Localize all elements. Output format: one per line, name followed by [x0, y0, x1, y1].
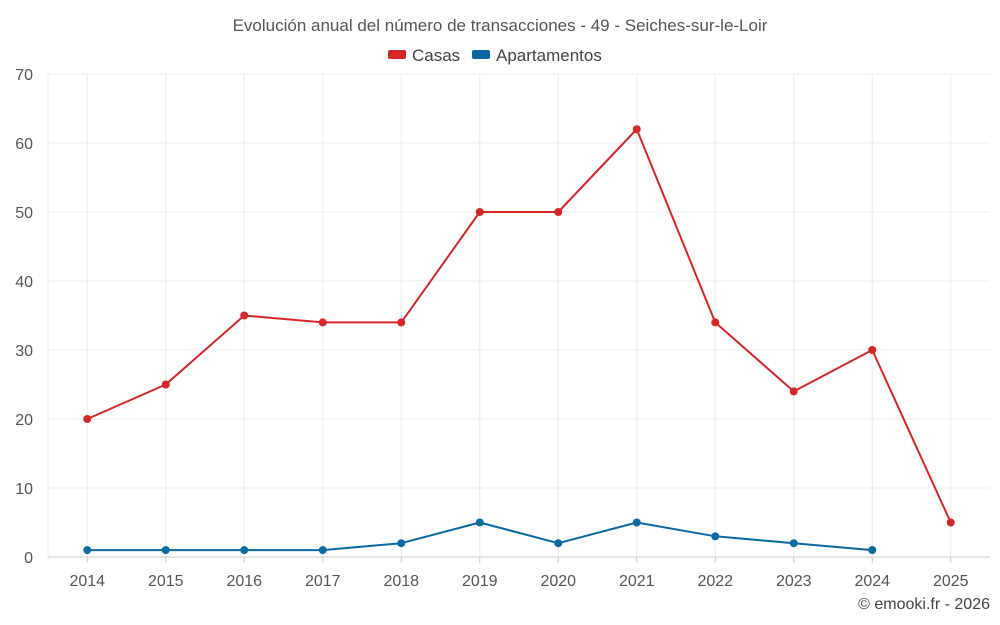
x-tick-label: 2024 [854, 573, 890, 590]
axes: 0 10 20 30 40 50 60 70 2014 2015 2016 2017 2018 2019 2… [15, 67, 990, 590]
legend-label-casas[interactable]: Casas [412, 46, 460, 65]
data-point-apartamentos-2018[interactable] [397, 539, 406, 548]
data-point-casas-2014[interactable] [83, 415, 92, 423]
series [83, 125, 955, 555]
y-tick-label: 0 [24, 550, 33, 567]
data-point-casas-2020[interactable] [554, 208, 563, 216]
legend-swatch-apartamentos[interactable] [472, 50, 490, 59]
series-line-casas [86, 128, 952, 523]
data-point-casas-2019[interactable] [475, 208, 484, 216]
data-point-apartamentos-2016[interactable] [240, 546, 249, 555]
data-point-casas-2025[interactable] [946, 518, 955, 527]
x-tick-label: 2025 [933, 573, 969, 590]
data-point-casas-2022[interactable] [711, 318, 720, 327]
x-tick-label: 2021 [619, 573, 655, 590]
x-tick-label: 2020 [540, 573, 576, 590]
grid [47, 73, 990, 557]
y-tick-label: 30 [15, 343, 33, 360]
data-point-apartamentos-2022[interactable] [711, 532, 720, 541]
data-point-apartamentos-2023[interactable] [789, 539, 798, 548]
data-point-casas-2018[interactable] [397, 318, 406, 327]
data-point-casas-2023[interactable] [789, 387, 798, 396]
data-point-apartamentos-2024[interactable] [868, 546, 877, 555]
y-tick-label: 60 [15, 136, 33, 153]
legend-swatch-casas[interactable] [388, 50, 406, 59]
data-point-apartamentos-2020[interactable] [554, 539, 563, 548]
y-tick-label: 70 [15, 67, 33, 84]
x-tick-label: 2022 [697, 573, 733, 590]
legend: Casas Apartamentos [388, 46, 602, 65]
data-point-apartamentos-2015[interactable] [161, 546, 170, 555]
data-point-apartamentos-2014[interactable] [83, 546, 92, 555]
data-point-apartamentos-2017[interactable] [318, 546, 327, 555]
credit-text: © emooki.fr - 2026 [858, 596, 990, 613]
x-tick-label: 2016 [226, 573, 262, 590]
x-tick-label: 2015 [148, 573, 184, 590]
data-point-casas-2024[interactable] [868, 346, 877, 354]
data-point-apartamentos-2019[interactable] [475, 518, 484, 527]
y-tick-label: 20 [15, 412, 33, 429]
x-tick-label: 2018 [383, 573, 419, 590]
chart-title: Evolución anual del número de transaccio… [233, 16, 768, 35]
y-tick-label: 10 [15, 481, 33, 498]
x-tick-label: 2017 [305, 573, 341, 590]
data-point-casas-2015[interactable] [161, 380, 170, 389]
x-tick-label: 2023 [776, 573, 812, 590]
data-point-casas-2016[interactable] [240, 311, 249, 320]
data-point-apartamentos-2021[interactable] [632, 518, 641, 527]
x-tick-label: 2014 [69, 573, 105, 590]
data-point-casas-2021[interactable] [632, 125, 641, 134]
data-point-casas-2017[interactable] [318, 318, 327, 327]
x-tick-label: 2019 [462, 573, 498, 590]
y-tick-label: 50 [15, 205, 33, 222]
legend-label-apartamentos[interactable]: Apartamentos [496, 46, 602, 65]
y-tick-label: 40 [15, 274, 33, 291]
